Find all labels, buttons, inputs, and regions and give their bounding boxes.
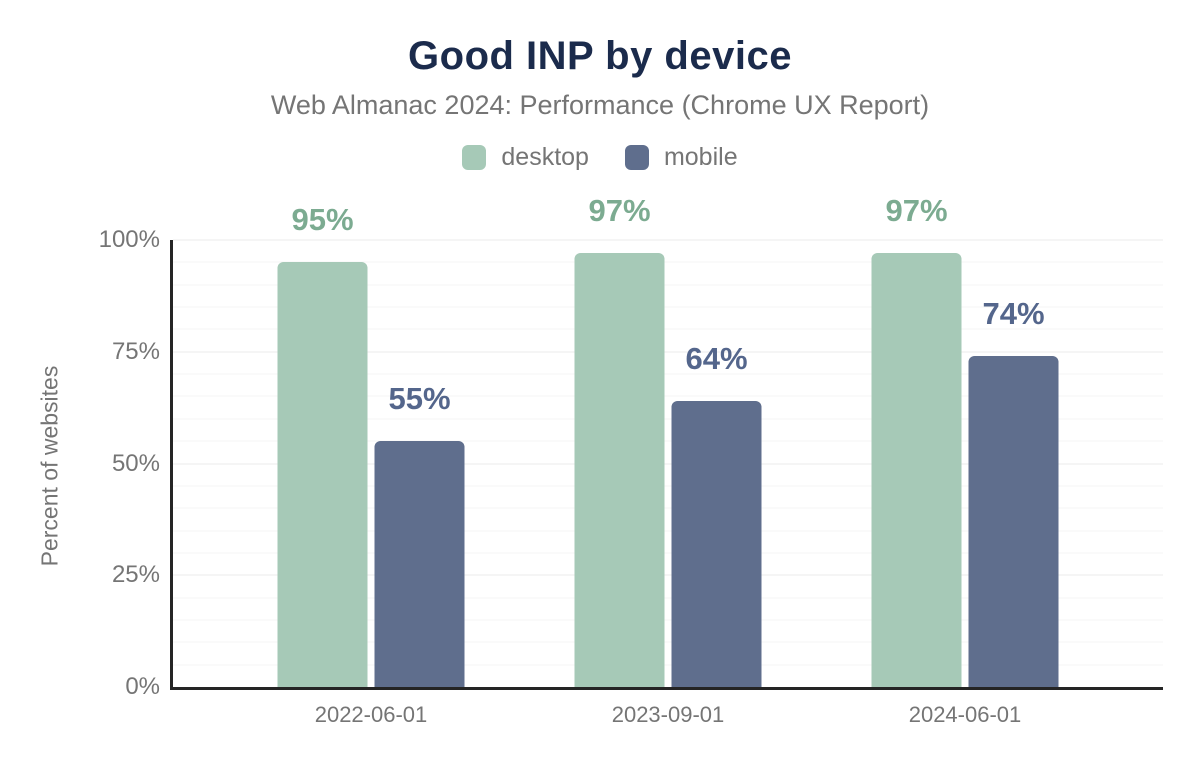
value-label-mobile-2022-06-01: 55% — [388, 381, 451, 417]
gridline-90 — [173, 284, 1163, 286]
gridline-10 — [173, 641, 1163, 643]
y-tick-label-50: 50% — [111, 449, 160, 477]
value-label-desktop-2023-09-01: 97% — [588, 193, 651, 229]
legend-item-mobile: mobile — [624, 143, 738, 172]
value-label-mobile-2023-09-01: 64% — [685, 340, 748, 376]
chart-subtitle: Web Almanac 2024: Performance (Chrome UX… — [270, 90, 930, 120]
gridline-100 — [173, 239, 1163, 241]
x-tick-label-2023-09-01: 2023-09-01 — [611, 702, 725, 727]
gridline-15 — [173, 619, 1163, 621]
value-label-mobile-2024-06-01: 74% — [982, 296, 1045, 332]
gridline-80 — [173, 328, 1163, 330]
legend-label-desktop: desktop — [501, 143, 589, 171]
gridline-75 — [173, 351, 1163, 353]
legend-swatch-mobile — [624, 145, 649, 170]
gridline-65 — [173, 395, 1163, 397]
gridline-20 — [173, 597, 1163, 599]
bar-desktop-2022-06-01: 95% — [277, 204, 368, 687]
value-label-desktop-2024-06-01: 97% — [885, 193, 948, 229]
legend: desktop mobile — [0, 143, 1200, 172]
gridline-55 — [173, 440, 1163, 442]
gridline-60 — [173, 418, 1163, 420]
y-axis-title: Percent of websites — [36, 365, 63, 567]
gridline-70 — [173, 373, 1163, 375]
x-tick-label-2022-06-01: 2022-06-01 — [314, 702, 428, 727]
bar-group-2022-06-01: 95% 55% 2022-06-01 — [277, 204, 465, 727]
bar-group-2023-09-01: 97% 64% 2023-09-01 — [574, 195, 762, 727]
legend-label-mobile: mobile — [663, 143, 738, 171]
bar-mobile-2023-09-01: 64% — [671, 343, 762, 687]
gridline-95 — [173, 261, 1163, 263]
gridline-35 — [173, 530, 1163, 532]
gridline-5 — [173, 664, 1163, 666]
bar-mobile-2024-06-01: 74% — [968, 298, 1059, 687]
y-tick-label-25: 25% — [111, 561, 160, 589]
gridline-45 — [173, 485, 1163, 487]
legend-swatch-desktop — [462, 145, 487, 170]
gridline-30 — [173, 552, 1163, 554]
bar-desktop-2023-09-01: 97% — [574, 195, 665, 687]
gridline-25 — [173, 574, 1163, 576]
gridline-85 — [173, 306, 1163, 308]
bar-desktop-2024-06-01: 97% — [871, 195, 962, 687]
plot-area: 0% 25% 50% 75% 100% 95% 55% 2022-06-01 97% 64% 202… — [99, 195, 1163, 727]
y-tick-label-100: 100% — [98, 226, 160, 253]
y-tick-label-75: 75% — [111, 337, 160, 365]
value-label-desktop-2022-06-01: 95% — [291, 202, 354, 238]
chart-title: Good INP by device — [408, 34, 792, 78]
gridline-50 — [173, 463, 1163, 464]
y-tick-label-0: 0% — [125, 673, 160, 700]
bar-mobile-2022-06-01: 55% — [374, 383, 465, 687]
gridline-40 — [173, 507, 1163, 509]
x-tick-label-2024-06-01: 2024-06-01 — [908, 702, 1022, 727]
bar-group-2024-06-01: 97% 74% 2024-06-01 — [871, 195, 1059, 727]
legend-item-desktop: desktop — [462, 143, 589, 172]
